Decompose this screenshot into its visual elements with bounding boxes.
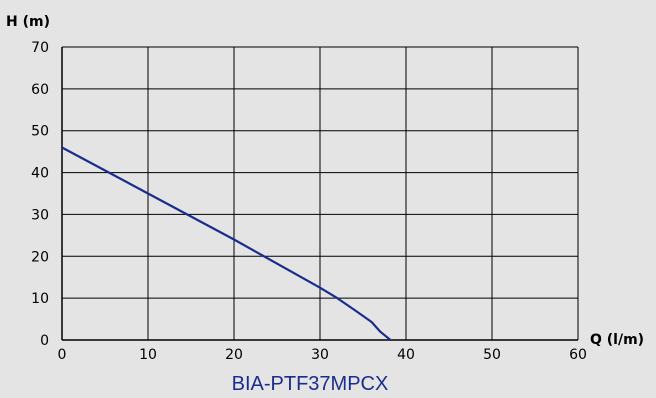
y-tick-label: 70	[31, 40, 49, 56]
tick-labels: 0 10 20 30 40 50 60 0 10 20 30 40 50 60 70	[31, 40, 587, 363]
x-tick-label: 0	[58, 347, 67, 363]
x-tick-label: 40	[397, 347, 415, 363]
x-tick-label: 50	[483, 347, 501, 363]
y-tick-label: 40	[31, 166, 49, 182]
y-axis-title: H (m)	[6, 14, 50, 30]
series-line-0	[60, 146, 392, 342]
y-tick-label: 60	[31, 82, 49, 98]
y-tick-label: 30	[31, 207, 49, 223]
x-tick-label: 20	[225, 347, 243, 363]
x-tick-label: 30	[311, 347, 329, 363]
x-tick-label: 10	[139, 347, 157, 363]
chart-title: BIA-PTF37MPCX	[232, 373, 389, 395]
y-tick-label: 20	[31, 249, 49, 265]
y-tick-label: 10	[31, 291, 49, 307]
x-axis-title: Q (l/m)	[590, 332, 644, 348]
x-tick-label: 60	[569, 347, 587, 363]
y-tick-label: 0	[40, 333, 49, 349]
y-tick-label: 50	[31, 124, 49, 140]
grid	[61, 46, 579, 341]
series	[60, 146, 392, 342]
